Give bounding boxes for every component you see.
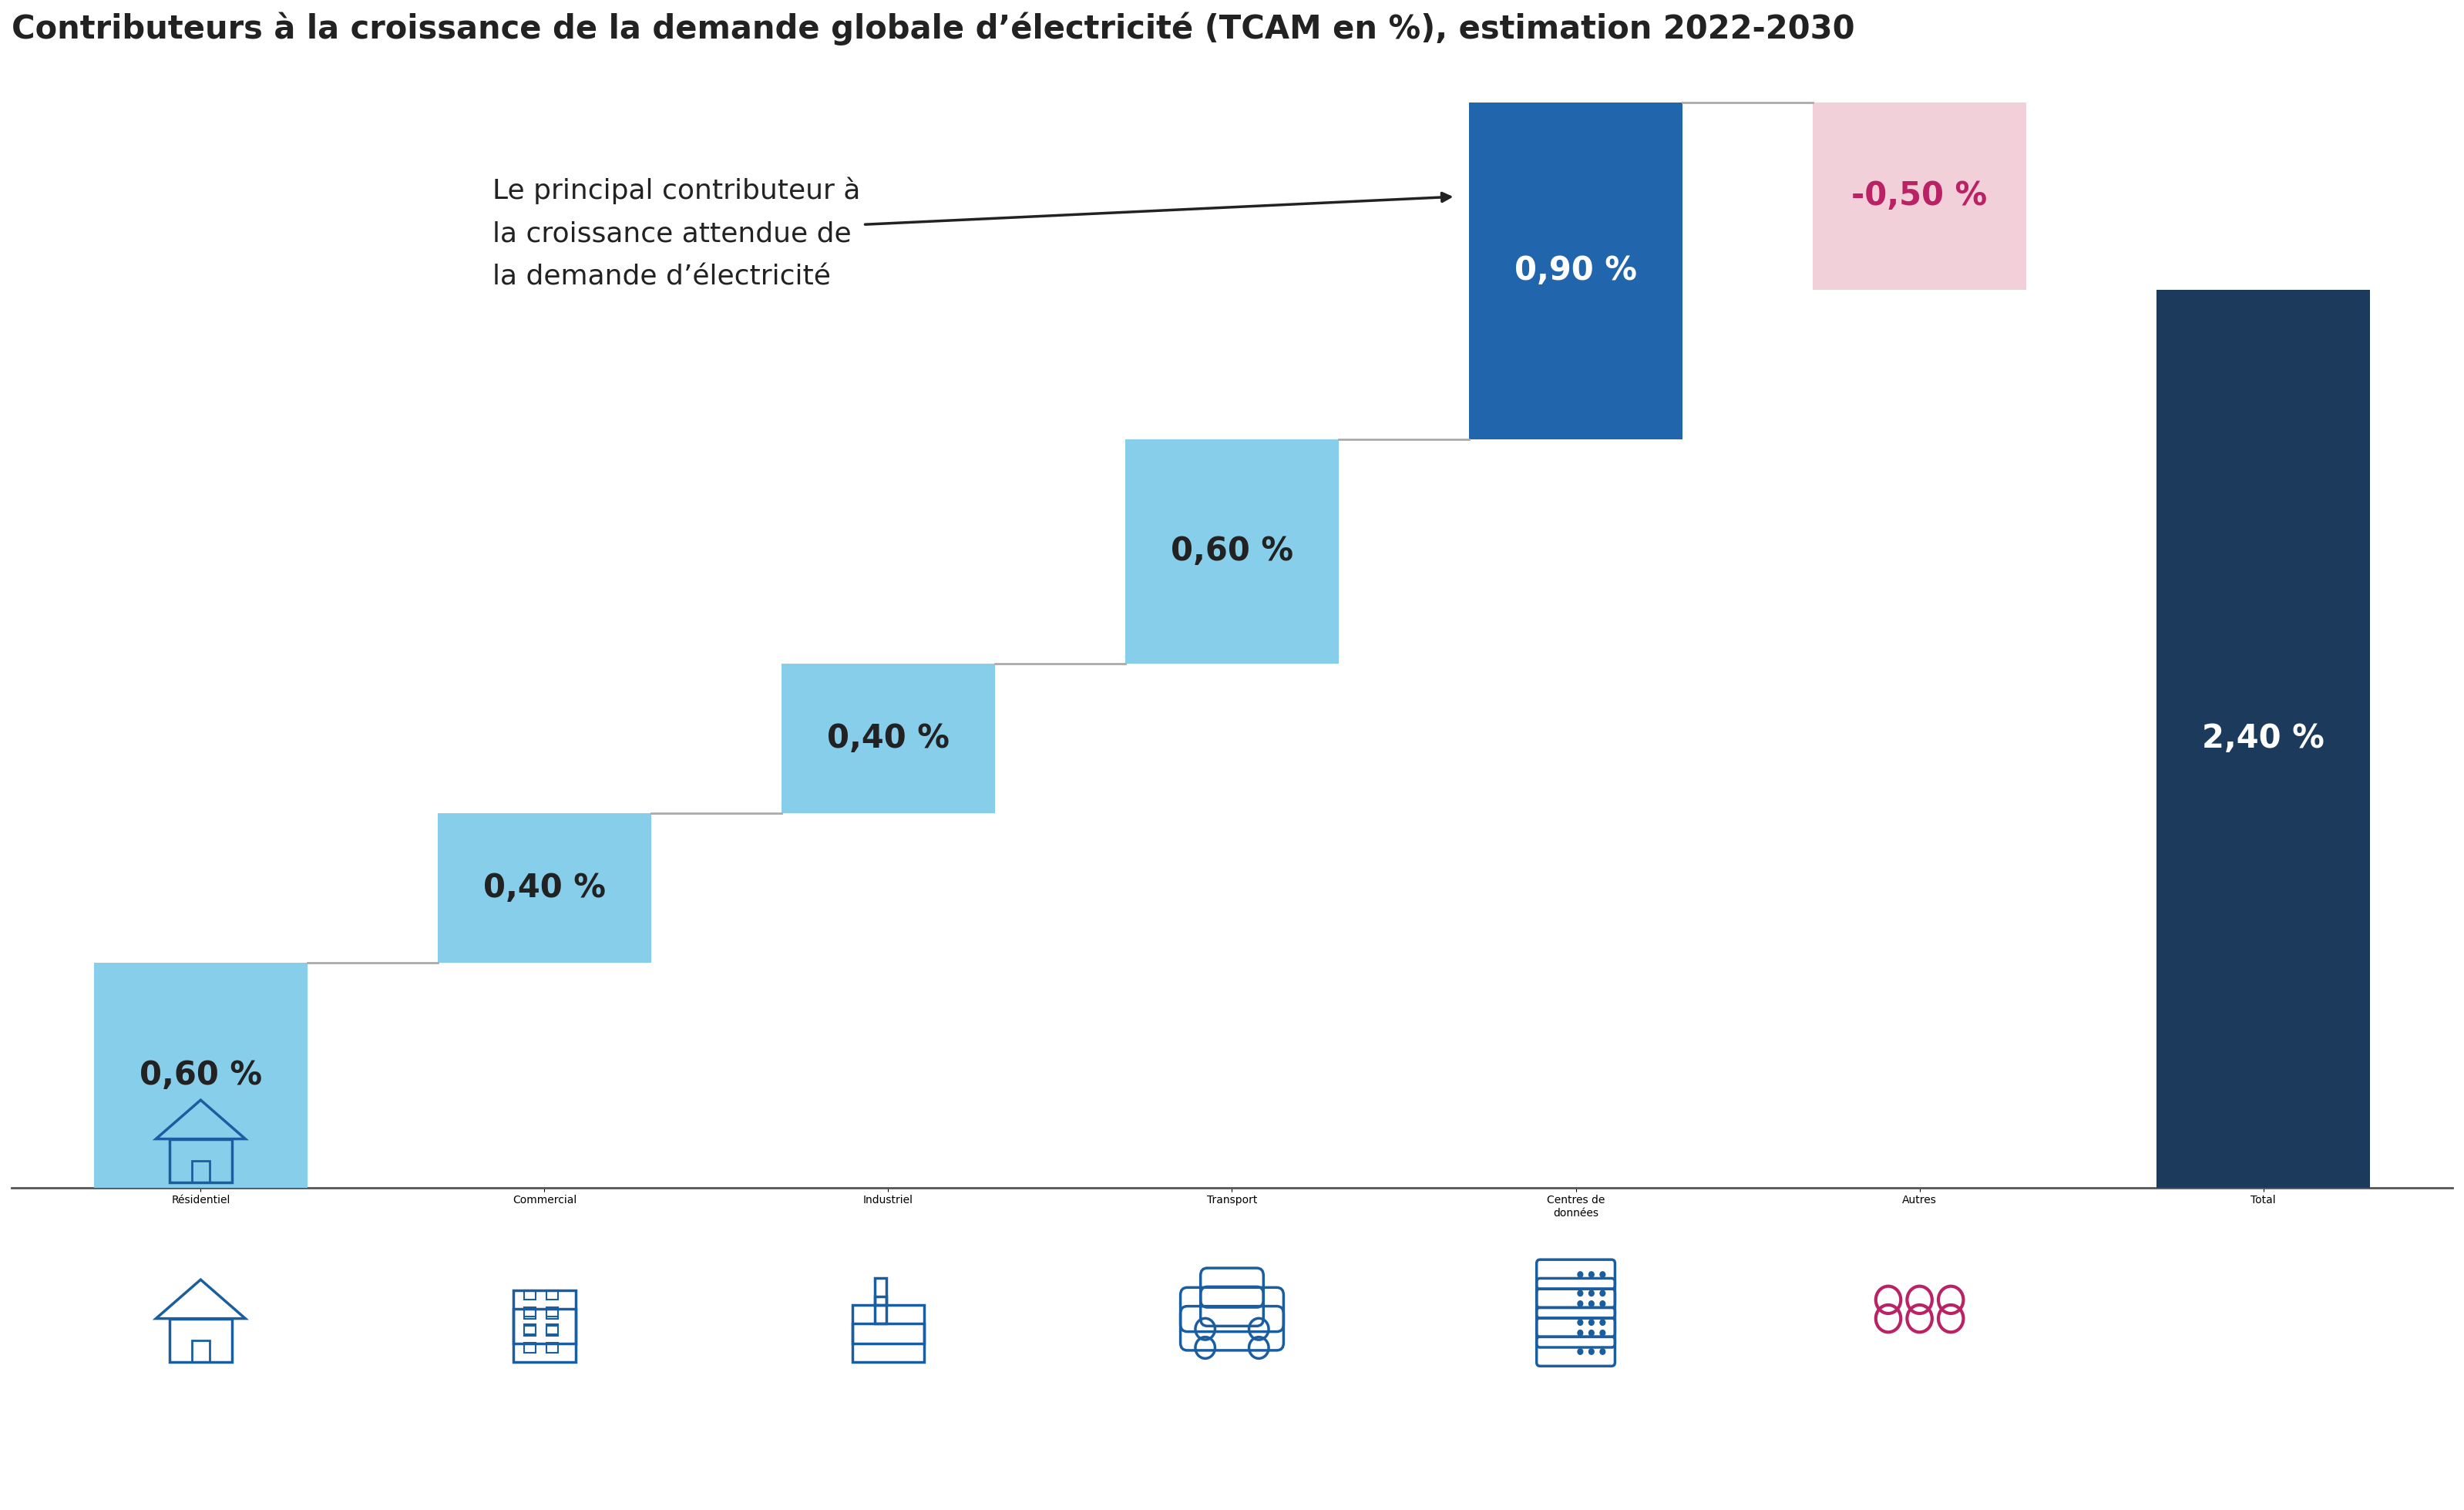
Bar (170, 1318, 232, 1362)
Bar (525, 1342, 535, 1353)
Bar (1469, 103, 1683, 439)
Text: Contributeurs à la croissance de la demande globale d’électricité (TCAM en %), e: Contributeurs à la croissance de la dema… (12, 12, 1855, 45)
Bar (192, 1161, 209, 1182)
Bar (547, 1308, 557, 1317)
Circle shape (1589, 1329, 1594, 1336)
Text: 0,40 %: 0,40 % (828, 722, 949, 755)
Bar (547, 1342, 557, 1353)
Bar (525, 1324, 535, 1333)
Circle shape (1589, 1271, 1594, 1277)
Bar (547, 1324, 557, 1333)
Bar (513, 1290, 577, 1344)
Bar (547, 1290, 557, 1300)
Bar (547, 1326, 557, 1335)
Bar (513, 1309, 577, 1362)
Text: 0,60 %: 0,60 % (1170, 535, 1294, 568)
Circle shape (1589, 1348, 1594, 1354)
Circle shape (1577, 1348, 1584, 1354)
Circle shape (1599, 1320, 1607, 1326)
Text: Le principal contributeur à
la croissance attendue de
la demande d’électricité: Le principal contributeur à la croissanc… (493, 177, 1451, 290)
Bar (2156, 290, 2370, 1187)
Bar (1814, 103, 2025, 290)
Bar (853, 1323, 924, 1362)
Text: -0,50 %: -0,50 % (1850, 180, 1988, 211)
Circle shape (1589, 1320, 1594, 1326)
Bar (875, 1277, 887, 1305)
Bar (170, 1139, 232, 1182)
Bar (875, 1297, 887, 1323)
Circle shape (1577, 1271, 1584, 1277)
Circle shape (1577, 1320, 1584, 1326)
Bar (439, 814, 650, 963)
Circle shape (1577, 1329, 1584, 1336)
Circle shape (1599, 1300, 1607, 1308)
Bar (1126, 439, 1338, 664)
Text: 2,40 %: 2,40 % (2203, 722, 2324, 755)
Bar (94, 963, 308, 1187)
Bar (525, 1290, 535, 1300)
Bar (781, 664, 995, 814)
Circle shape (1589, 1290, 1594, 1297)
Circle shape (1599, 1329, 1607, 1336)
Circle shape (1599, 1348, 1607, 1354)
Bar (192, 1341, 209, 1362)
Bar (525, 1308, 535, 1317)
Bar (525, 1309, 535, 1318)
Text: 0,60 %: 0,60 % (140, 1059, 261, 1092)
Circle shape (1577, 1290, 1584, 1297)
Bar (525, 1326, 535, 1335)
Text: 0,90 %: 0,90 % (1515, 255, 1636, 287)
Circle shape (1599, 1271, 1607, 1277)
Circle shape (1577, 1300, 1584, 1308)
Text: 0,40 %: 0,40 % (483, 871, 606, 904)
Circle shape (1589, 1300, 1594, 1308)
Circle shape (1599, 1290, 1607, 1297)
Bar (547, 1309, 557, 1318)
Bar (853, 1305, 924, 1344)
